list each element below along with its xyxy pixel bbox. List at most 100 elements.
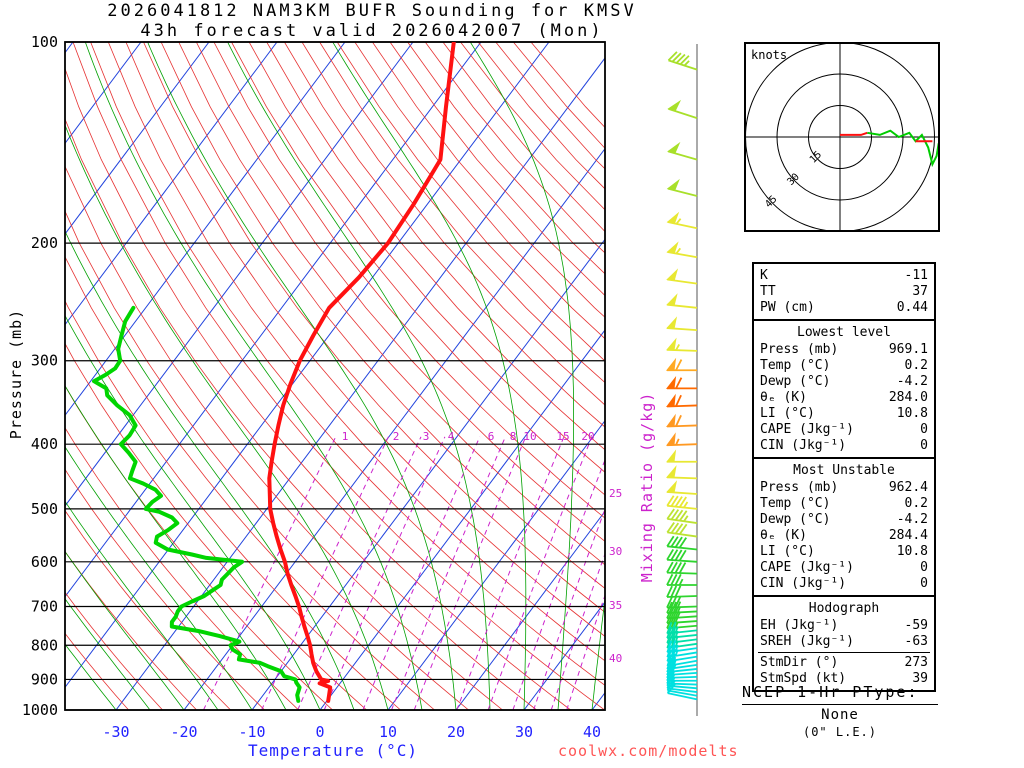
wind-barb [666,508,698,524]
temperature-tick-label: 40 [583,723,601,741]
mixing-ratio-label: 20 [581,430,594,443]
dewpoint-curve [92,305,302,703]
wind-barb [667,51,698,71]
lowest-level-section: Lowest level Press (mb) 969.1 Temp (°C) 0.2… [754,319,934,457]
wind-barb [665,357,697,372]
pressure-tick-label: 600 [31,553,58,571]
temperature-tick-label: 20 [447,723,465,741]
stat-value: 0.44 [896,300,928,315]
wind-barb [665,449,697,463]
stat-label: LI (°C) [760,544,815,559]
stat-row: θₑ (K) 284.4 [758,528,930,544]
stat-label: StmDir (°) [760,655,839,670]
stat-row: TT 37 [758,284,930,300]
stat-value: -4.2 [896,374,928,389]
wind-barb [666,522,698,538]
pressure-tick-label: 100 [31,33,58,51]
mixing-ratio-label: 35 [609,599,622,612]
temperature-axis-label: Temperature (°C) [247,741,419,760]
wind-barb [666,585,698,598]
wind-barb [665,465,698,480]
stat-label: CIN (Jkg⁻¹) [760,576,847,591]
stat-value: -4.2 [896,512,928,527]
chart-title-line2: 43h forecast valid 2026042007 (Mon) [140,21,604,41]
wind-barb [666,680,698,697]
temperature-tick-label: -10 [238,723,265,741]
stat-label: StmSpd (kt) [760,671,847,686]
chart-title: 2026041812 NAM3KM BUFR Sounding for KMSV… [0,1,744,41]
wind-barb [665,337,698,352]
stat-label: EH (Jkg⁻¹) [760,618,839,633]
stat-row: CIN (Jkg⁻¹) 0 [758,438,930,454]
wind-barb [666,601,698,614]
stat-value: -59 [904,618,928,633]
hodograph-trace-low [840,131,868,136]
wind-barb [666,211,698,230]
stat-value: 37 [912,284,928,299]
mixing-ratio-label: 2 [393,430,400,443]
wind-barb [666,561,698,575]
stat-label: K [760,268,768,283]
stat-label: θₑ (K) [760,528,807,543]
wind-barb [666,626,698,639]
ptype-value: None [821,707,859,723]
stat-label: CAPE (Jkg⁻¹) [760,422,854,437]
pressure-axis-label: Pressure (mb) [7,308,25,440]
stat-value: -63 [904,634,928,649]
mixing-ratio-label: 1 [342,430,349,443]
mixing-ratio-label: 6 [488,430,495,443]
wind-barb [666,241,698,259]
stat-label: TT [760,284,776,299]
stat-label: SREH (Jkg⁻¹) [760,634,854,649]
most-unstable-header: Most Unstable [793,463,895,478]
stat-row: CIN (Jkg⁻¹) 0 [758,576,930,592]
watermark-text: coolwx.com/modelts [558,742,739,760]
ptype-liquid-equivalent: (0" L.E.) [802,725,878,739]
chart-title-line1: 2026041812 NAM3KM BUFR Sounding for KMSV [107,1,637,21]
stat-label: LI (°C) [760,406,815,421]
stat-label: Press (mb) [760,342,839,357]
stat-value: 0 [920,438,928,453]
temperature-tick-label: 30 [515,723,533,741]
wind-barb [666,573,697,586]
wind-barb [666,316,698,332]
stat-row: Temp (°C) 0.2 [758,358,930,374]
stat-value: 0 [920,576,928,591]
wind-barb [666,495,698,510]
temperature-tick-label: 0 [315,723,324,741]
stat-row: EH (Jkg⁻¹) -59 [758,618,930,634]
wind-barb [666,596,698,609]
hodograph-trace-upper [867,129,938,168]
wind-barb [667,99,698,119]
mixing-ratio-label: 8 [510,430,517,443]
stat-value: 969.1 [888,342,928,357]
stat-value: 39 [912,671,928,686]
stat-row: LI (°C) 10.8 [758,406,930,422]
moist-adiabat-lines [65,42,605,710]
stat-value: 0.2 [904,496,928,511]
stat-row: Dewp (°C) -4.2 [758,512,930,528]
stat-value: 273 [904,655,928,670]
stat-label: Temp (°C) [760,358,831,373]
wind-barb [666,178,698,197]
stats-panel: K -11 TT 37 PW (cm) 0.44 Lowest level Press (… [752,262,936,692]
pressure-tick-label: 300 [31,352,58,370]
stat-value: 10.8 [896,544,928,559]
stat-label: Temp (°C) [760,496,831,511]
stat-value: 962.4 [888,480,928,495]
wind-barb [665,413,698,428]
mixing-ratio-label: 3 [423,430,430,443]
stat-value: 284.0 [888,390,928,405]
wind-barb-column [665,44,698,716]
mixing-ratio-label: 4 [448,430,455,443]
wind-barb [665,393,698,408]
stat-row: Press (mb) 969.1 [758,342,930,358]
ptype-panel: NCEP 1-Hr PType: None (0" L.E.) [742,683,938,739]
pressure-tick-label: 1000 [22,701,58,719]
stat-row: Temp (°C) 0.2 [758,496,930,512]
stat-label: CAPE (Jkg⁻¹) [760,560,854,575]
wind-barb [666,548,698,563]
